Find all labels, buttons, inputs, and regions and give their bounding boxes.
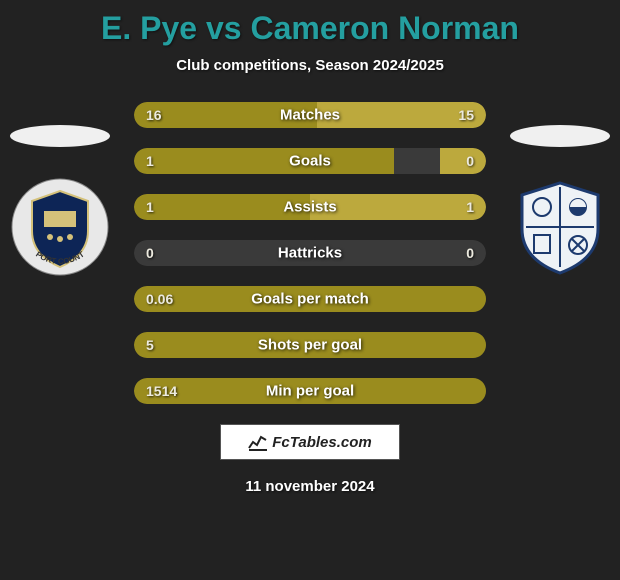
- stat-bar: 1 1 Assists: [134, 194, 486, 220]
- bar-value-left: 0.06: [146, 291, 173, 307]
- stat-bar: 1 0 Goals: [134, 148, 486, 174]
- bar-value-left: 16: [146, 107, 162, 123]
- bar-value-left: 1: [146, 199, 154, 215]
- brand-text: FcTables.com: [272, 434, 371, 451]
- stat-bar: 0 0 Hattricks: [134, 240, 486, 266]
- comparison-bars: 16 15 Matches 1 0 Goals 1 1 Assists 0 0 Hattricks 0.…: [134, 102, 486, 404]
- bar-value-right: 0: [466, 245, 474, 261]
- bar-fill-right: [440, 148, 486, 174]
- snapshot-date: 11 november 2024: [0, 478, 620, 495]
- bar-label: Assists: [283, 199, 336, 216]
- bar-label: Goals per match: [251, 291, 369, 308]
- nation-flag-right: [510, 125, 610, 147]
- bar-value-left: 5: [146, 337, 154, 353]
- player-left-badges: PORT COUNT: [10, 125, 110, 277]
- club-crest-right: [510, 177, 610, 277]
- bar-label: Min per goal: [266, 383, 354, 400]
- bar-label: Matches: [280, 107, 340, 124]
- comparison-subtitle: Club competitions, Season 2024/2025: [0, 57, 620, 74]
- bar-fill-left: [134, 148, 394, 174]
- player-right-badges: [510, 125, 610, 277]
- bar-value-right: 1: [466, 199, 474, 215]
- comparison-title: E. Pye vs Cameron Norman: [0, 0, 620, 47]
- stat-bar: 5 Shots per goal: [134, 332, 486, 358]
- club-crest-left: PORT COUNT: [10, 177, 110, 277]
- stat-bar: 16 15 Matches: [134, 102, 486, 128]
- bar-value-right: 15: [458, 107, 474, 123]
- brand-logo: FcTables.com: [220, 424, 400, 460]
- bar-value-left: 1: [146, 153, 154, 169]
- bar-value-left: 0: [146, 245, 154, 261]
- bar-value-right: 0: [466, 153, 474, 169]
- stat-bar: 0.06 Goals per match: [134, 286, 486, 312]
- nation-flag-left: [10, 125, 110, 147]
- bar-value-left: 1514: [146, 383, 177, 399]
- bar-label: Shots per goal: [258, 337, 362, 354]
- stat-bar: 1514 Min per goal: [134, 378, 486, 404]
- bar-label: Hattricks: [278, 245, 342, 262]
- bar-label: Goals: [289, 153, 331, 170]
